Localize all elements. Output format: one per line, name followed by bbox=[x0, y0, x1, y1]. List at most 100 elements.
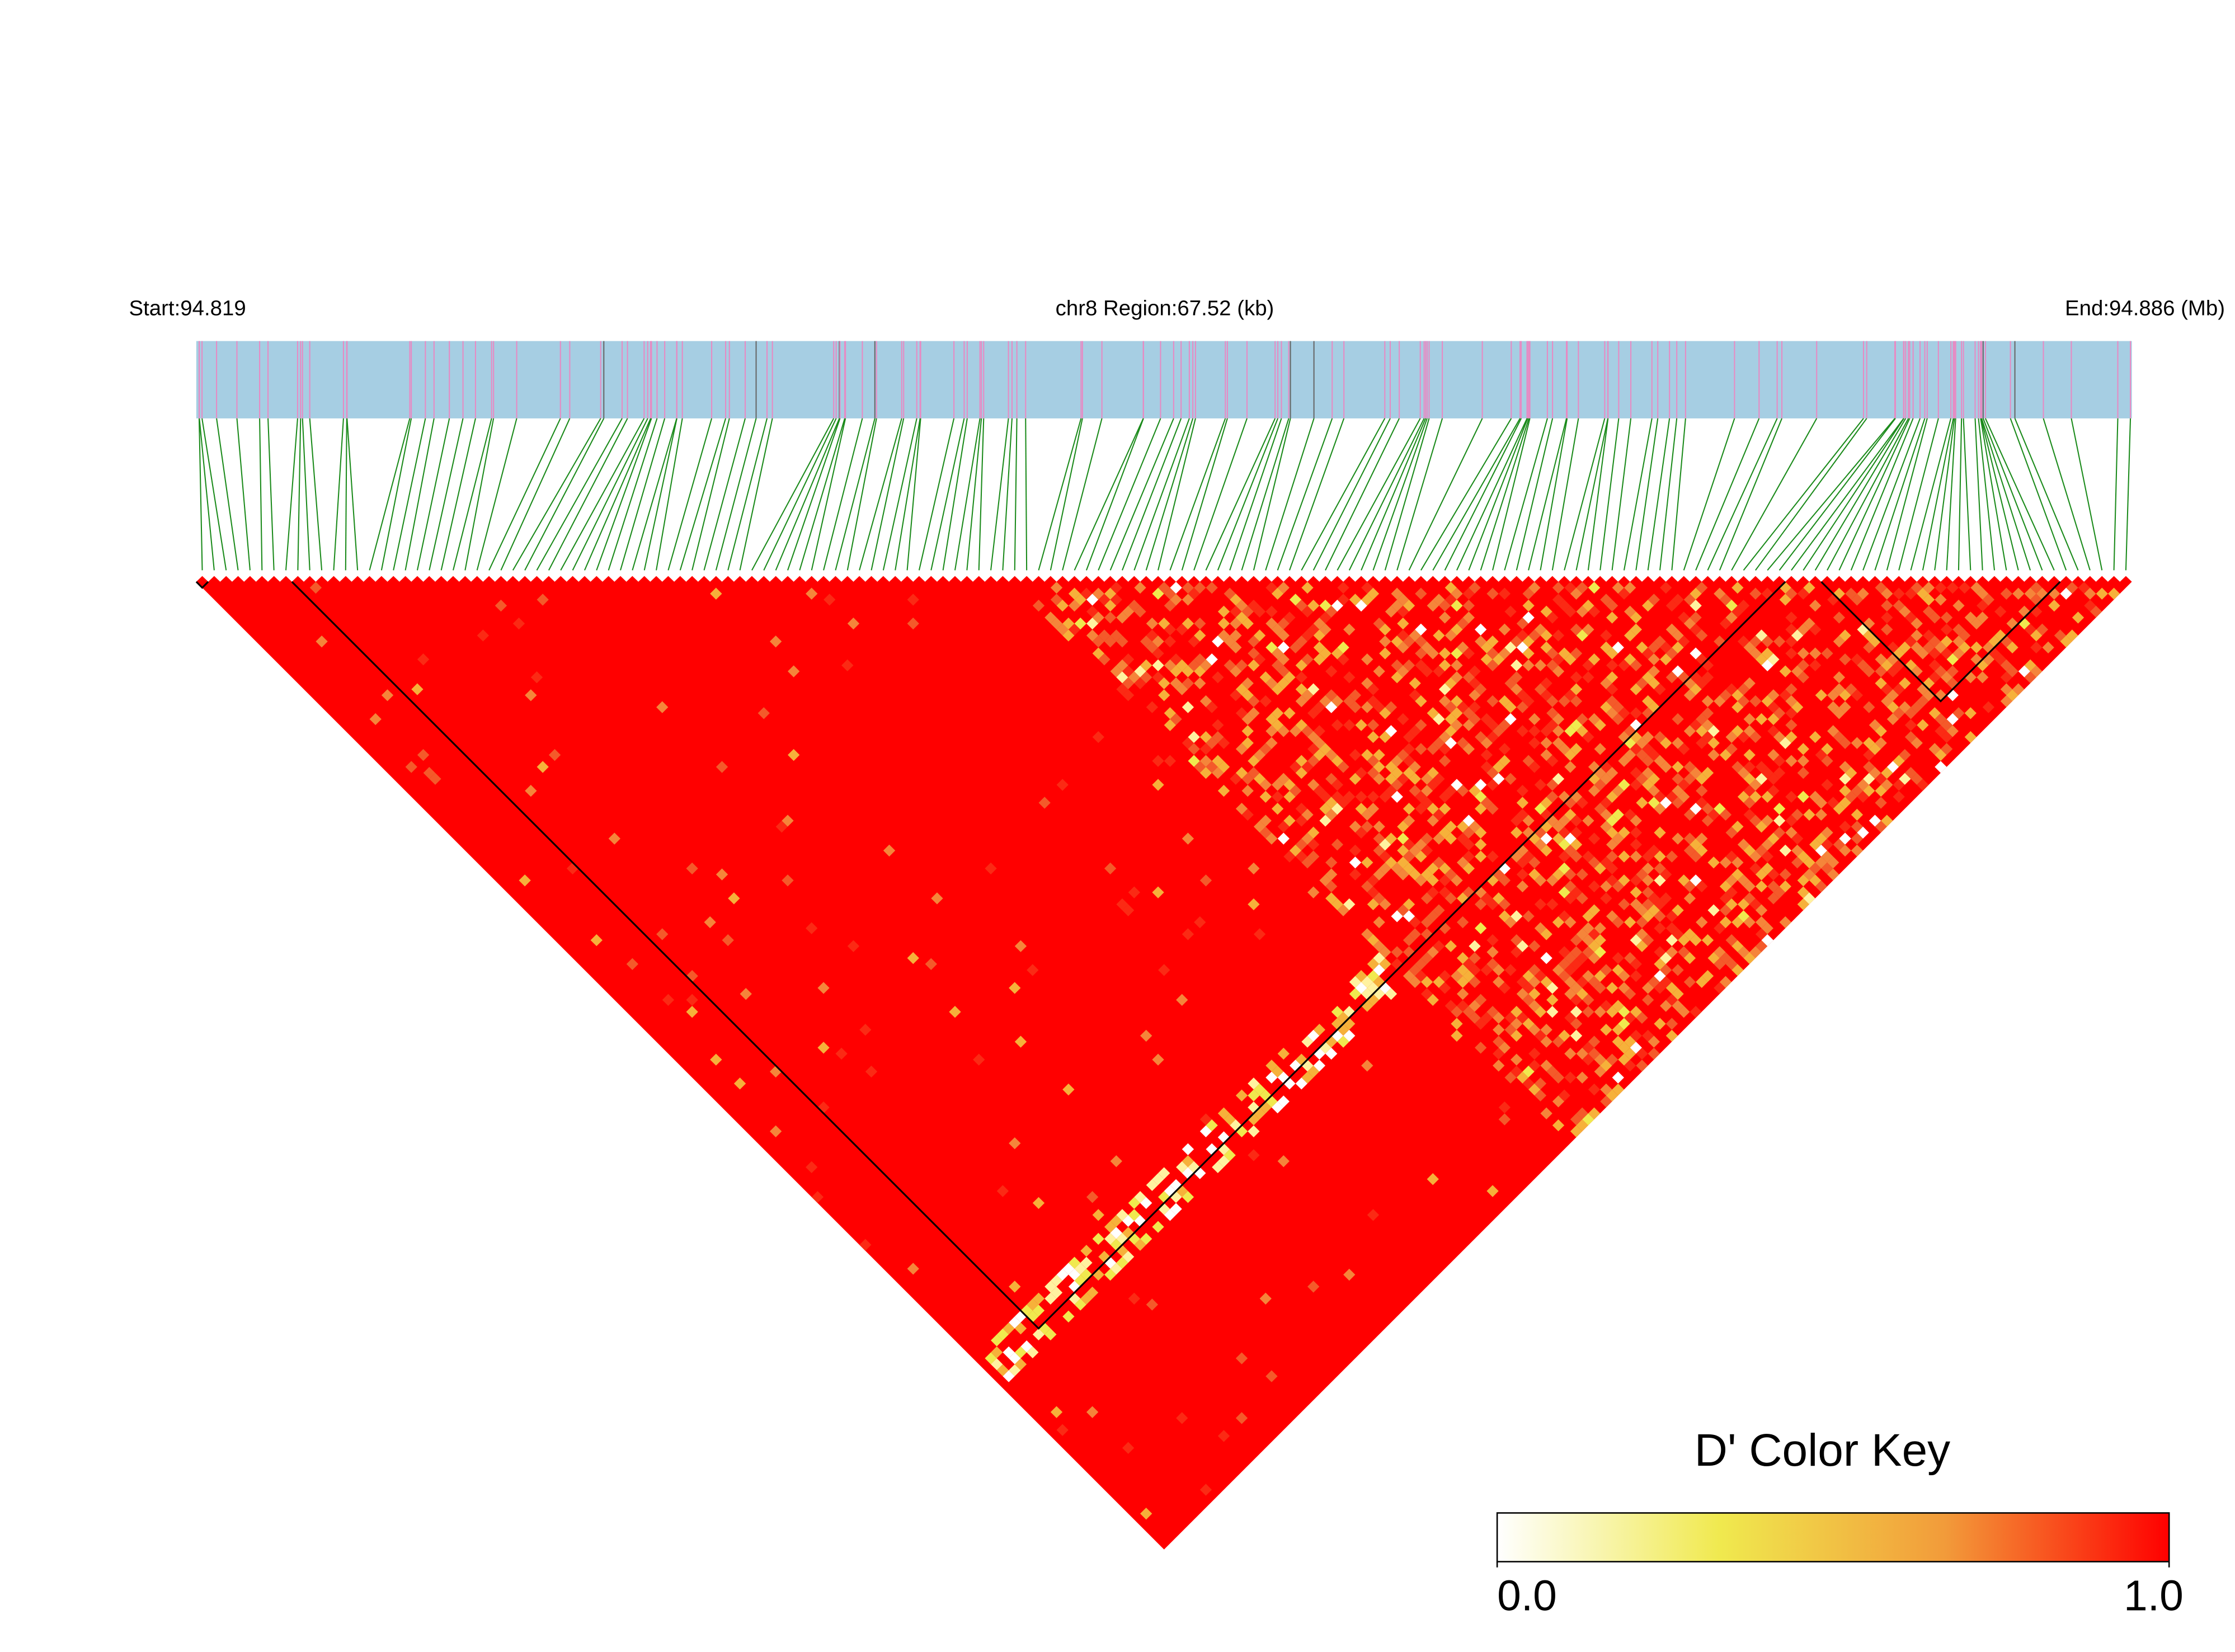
ld-cell bbox=[1707, 808, 1720, 821]
ld-cell bbox=[1570, 982, 1583, 994]
ld-cell bbox=[1349, 868, 1362, 881]
ld-cell bbox=[1618, 850, 1630, 863]
ld-cell bbox=[1182, 617, 1194, 630]
ld-cell bbox=[1696, 737, 1708, 749]
ld-cell bbox=[1337, 653, 1349, 666]
ld-cell bbox=[991, 1346, 1003, 1359]
ld-cell bbox=[1469, 940, 1481, 952]
ld-cell bbox=[1636, 641, 1648, 654]
ld-cell bbox=[1773, 707, 1786, 719]
ld-cell bbox=[1648, 653, 1660, 666]
snp-connector bbox=[1980, 418, 2019, 571]
ld-cell bbox=[1248, 647, 1260, 660]
ld-cell bbox=[1683, 689, 1696, 702]
ld-cell bbox=[1349, 701, 1362, 713]
snp-connector bbox=[1980, 418, 2007, 571]
ld-cell bbox=[1755, 904, 1768, 916]
ld-cell bbox=[1911, 737, 1923, 749]
ld-cell bbox=[1199, 874, 1212, 887]
ld-cell bbox=[1552, 725, 1565, 737]
ld-cell bbox=[1779, 880, 1791, 893]
ld-cell bbox=[1116, 1256, 1128, 1269]
ld-cell bbox=[1767, 749, 1780, 761]
ld-cell bbox=[1534, 1077, 1547, 1090]
ld-cell bbox=[1528, 725, 1541, 737]
ld-cell bbox=[1469, 581, 1481, 594]
ld-cell bbox=[381, 689, 394, 702]
ld-cell bbox=[1522, 1077, 1535, 1090]
ld-cell bbox=[1146, 641, 1159, 654]
ld-cell bbox=[1594, 982, 1606, 994]
snp-connector bbox=[584, 418, 651, 571]
ld-cell bbox=[411, 683, 424, 695]
ld-cell bbox=[1594, 779, 1606, 791]
ld-cell bbox=[1911, 641, 1923, 654]
ld-cell bbox=[1534, 826, 1547, 839]
ld-cell bbox=[1582, 969, 1594, 982]
ld-cell bbox=[1672, 928, 1684, 940]
ld-cell bbox=[1683, 808, 1696, 821]
ld-cell bbox=[1206, 581, 1218, 594]
ld-cell bbox=[1235, 1412, 1248, 1424]
ld-cell bbox=[1654, 731, 1666, 743]
ld-cell bbox=[1749, 635, 1762, 648]
ld-cell bbox=[1277, 641, 1290, 654]
snp-connector bbox=[524, 418, 605, 571]
ld-cell bbox=[1480, 653, 1493, 666]
ld-cell bbox=[1438, 695, 1451, 708]
ld-cell bbox=[1606, 826, 1618, 839]
ld-cell bbox=[1540, 832, 1552, 845]
ld-cell bbox=[1911, 617, 1923, 630]
ld-cell bbox=[1092, 1232, 1104, 1245]
ld-cell bbox=[1397, 665, 1409, 677]
ld-cell bbox=[991, 1334, 1003, 1347]
ld-cell bbox=[1755, 713, 1768, 726]
snp-connector bbox=[1575, 418, 1608, 571]
ld-cell bbox=[1152, 659, 1164, 672]
ld-cell bbox=[1636, 868, 1648, 881]
ld-cell bbox=[1498, 587, 1511, 600]
ld-cell bbox=[2096, 587, 2108, 600]
ld-cell bbox=[1456, 784, 1469, 797]
ld-cell bbox=[1469, 820, 1481, 833]
ld-cell bbox=[1672, 832, 1684, 845]
ld-cell bbox=[1630, 707, 1642, 719]
ld-cell bbox=[1546, 994, 1559, 1006]
ld-cell bbox=[1212, 1161, 1224, 1174]
ld-cell bbox=[1665, 994, 1678, 1006]
ld-cell bbox=[1552, 665, 1565, 677]
snp-connector bbox=[632, 418, 677, 571]
ld-cell bbox=[417, 653, 430, 666]
ld-cell bbox=[1469, 677, 1481, 690]
ld-cell bbox=[1654, 874, 1666, 887]
snp-connector bbox=[1528, 418, 1568, 571]
ld-cell bbox=[1391, 587, 1403, 600]
ld-cell bbox=[1367, 731, 1380, 743]
ld-cell bbox=[1767, 880, 1780, 893]
ld-cell bbox=[1618, 1018, 1630, 1030]
ld-cell bbox=[1182, 677, 1194, 690]
ld-cell bbox=[806, 922, 818, 934]
ld-cell bbox=[1313, 1024, 1326, 1036]
ld-cell bbox=[806, 587, 818, 600]
ld-cell bbox=[1791, 808, 1804, 821]
ld-cell bbox=[1958, 641, 1971, 654]
ld-cell bbox=[1917, 587, 1929, 600]
ld-cell bbox=[1707, 856, 1720, 869]
ld-cell bbox=[1665, 922, 1678, 934]
ld-cell bbox=[1672, 713, 1684, 726]
ld-cell bbox=[1797, 766, 1809, 779]
ld-cell bbox=[1851, 653, 1864, 666]
ld-cell bbox=[1767, 773, 1780, 785]
ld-cell bbox=[1809, 839, 1822, 851]
ld-cell bbox=[1325, 605, 1338, 618]
ld-cell bbox=[1367, 683, 1380, 695]
ld-cell bbox=[1379, 623, 1391, 636]
ld-cell bbox=[1564, 964, 1577, 976]
ld-cell bbox=[1475, 922, 1487, 934]
ld-cell bbox=[1343, 623, 1356, 636]
ld-cell bbox=[1630, 934, 1642, 947]
ld-cell bbox=[1265, 725, 1278, 737]
ld-cell bbox=[1630, 1029, 1642, 1042]
